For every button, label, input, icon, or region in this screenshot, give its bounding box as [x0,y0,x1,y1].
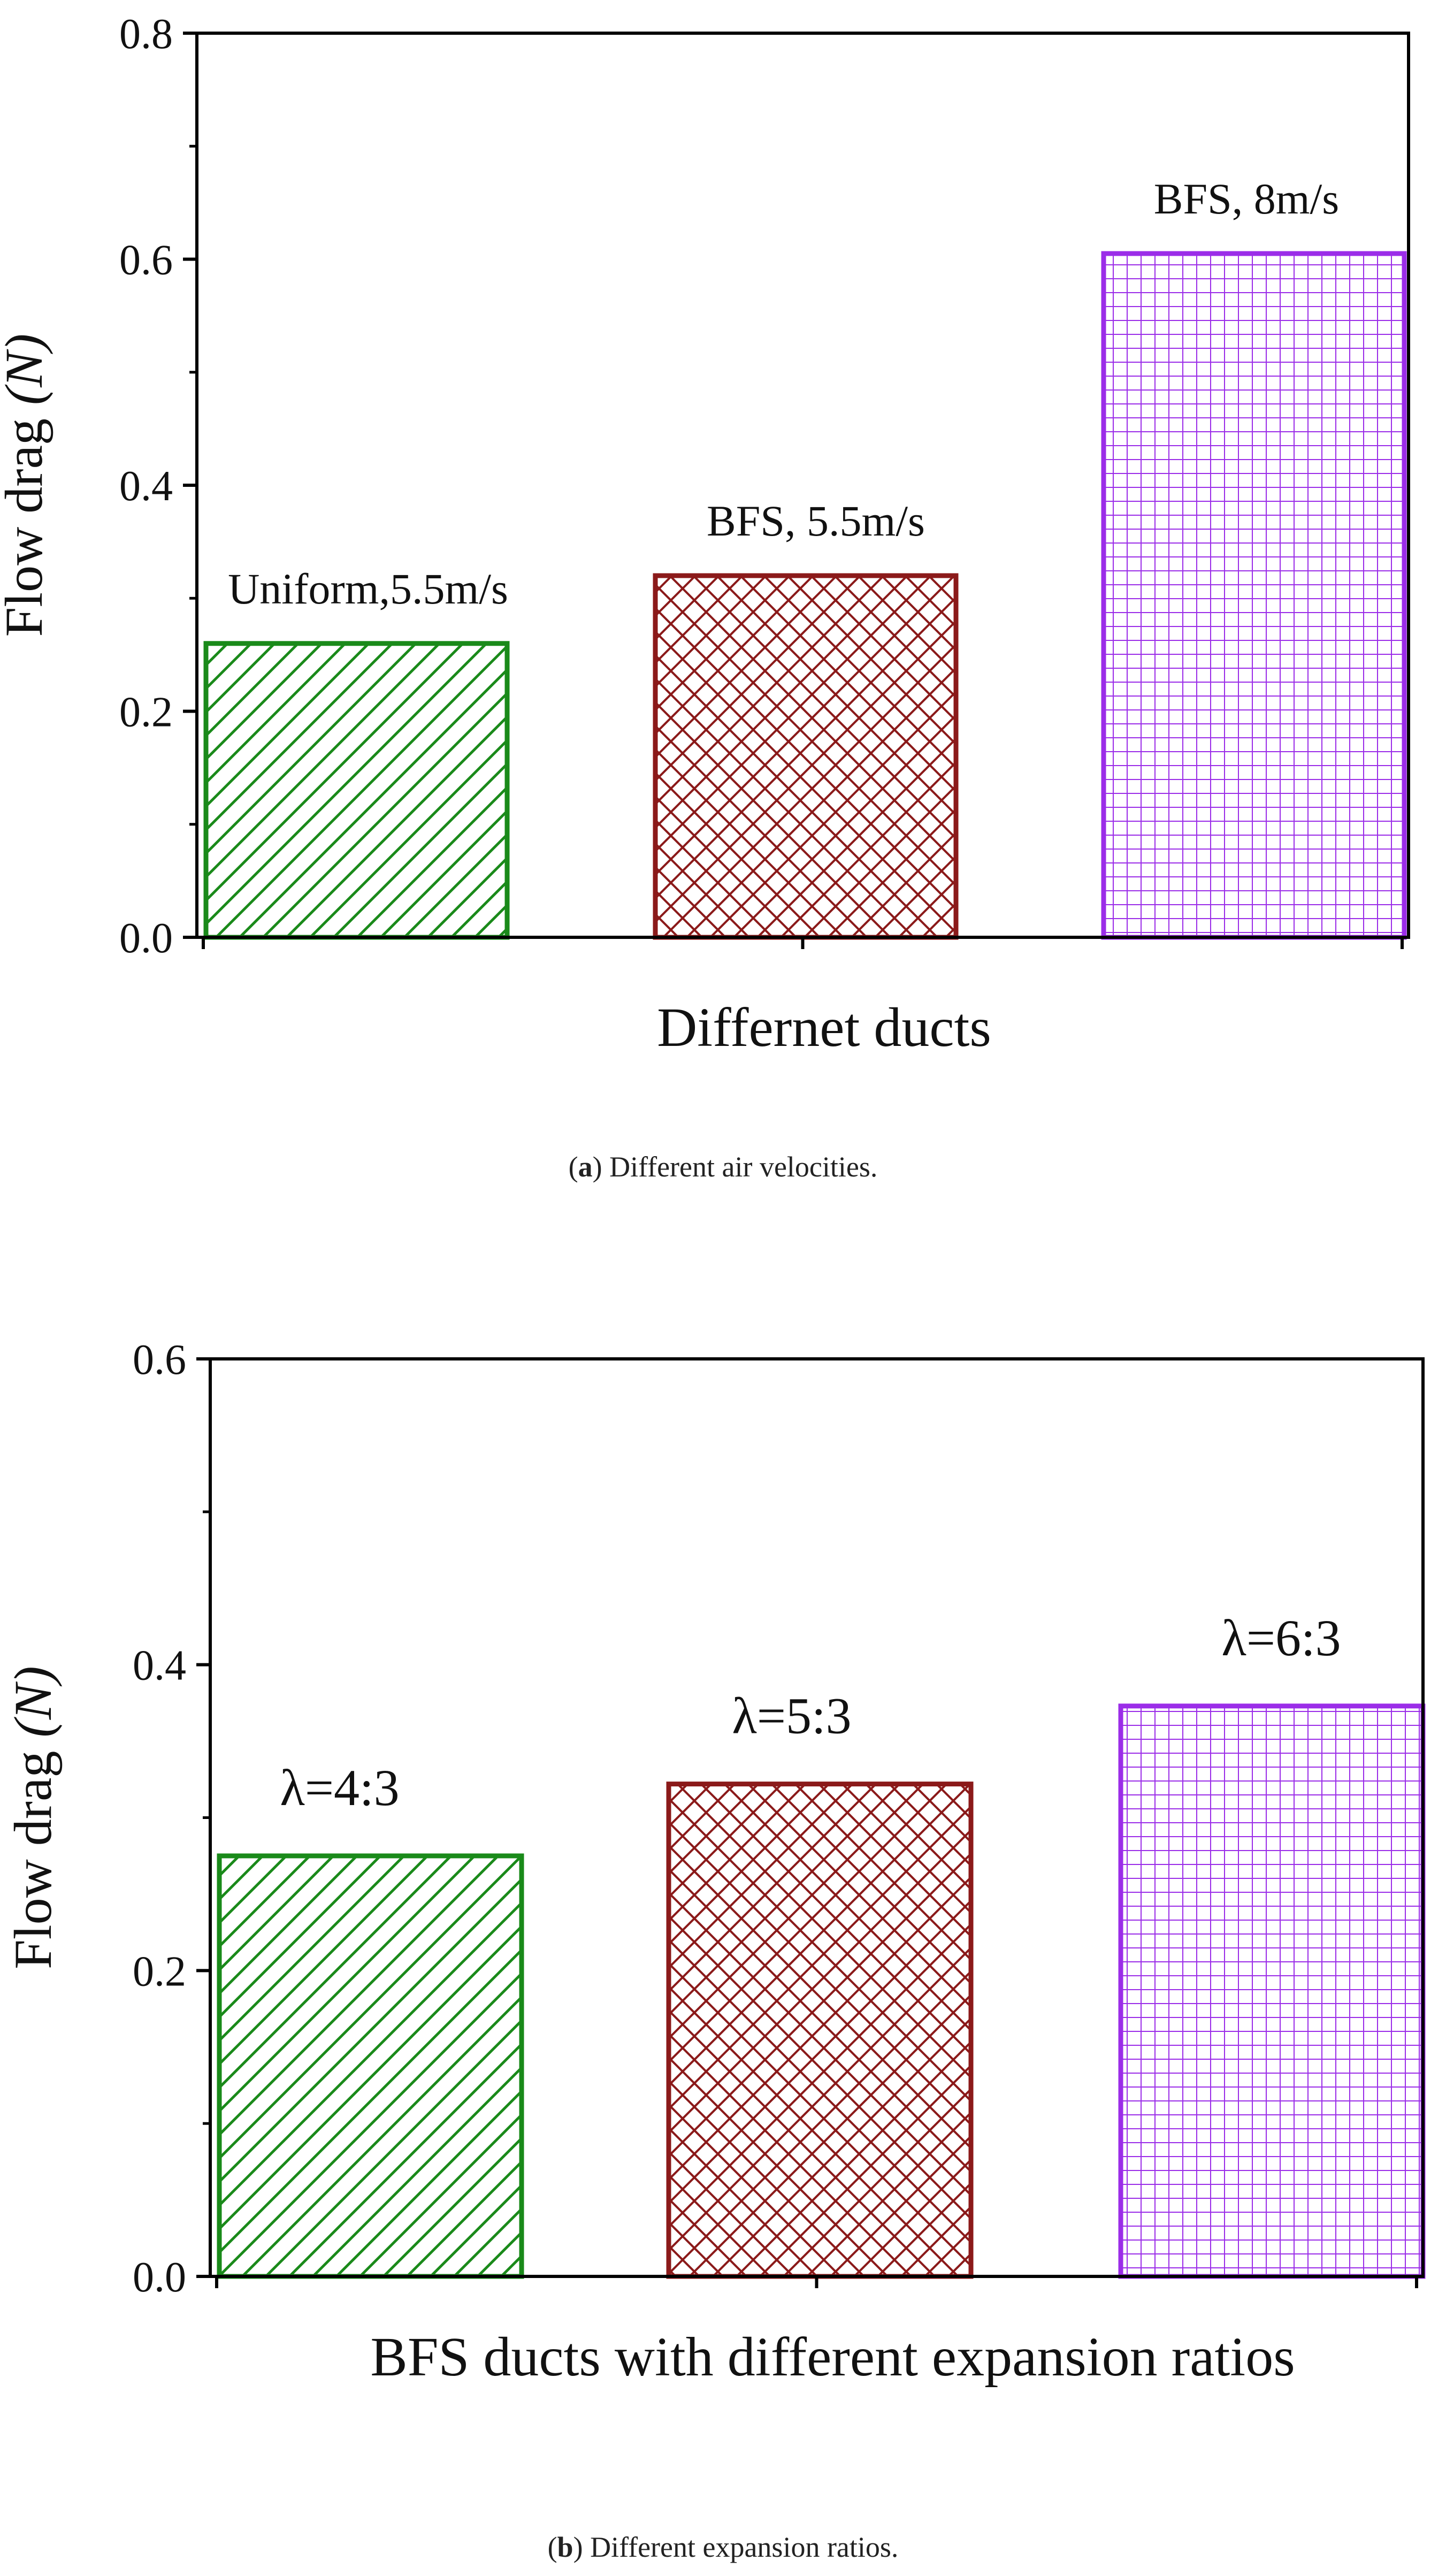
y-axis-label: Flow drag (N) [0,334,53,637]
x-axis-label: BFS ducts with different expansion ratio… [370,2326,1295,2388]
bar-label-2: BFS, 5.5m/s [707,496,925,545]
y-axis-label-unit: (N) [3,1666,63,1737]
bar-2 [653,573,959,940]
caption-a-text: Different air velocities. [602,1151,878,1183]
y-axis-label: Flow drag (N) [3,1666,63,1969]
bar-label-3: λ=6:3 [1221,1609,1341,1667]
caption-b-letter: b [557,2531,573,2563]
y-tick-label: 0.6 [119,237,173,284]
bar-3 [1101,251,1407,940]
bar-label-1: λ=4:3 [280,1759,399,1816]
x-axis-label: Differnet ducts [657,997,991,1058]
y-tick-label: 0.0 [119,915,173,962]
chart-a: Uniform,5.5m/s BFS, 5.5m/s BFS, 8m/s 0.0 0.2… [0,11,1410,1058]
caption-a-letter: a [578,1151,593,1183]
y-axis-label-text: Flow drag [0,405,53,637]
y-tick-label: 0.0 [133,2254,186,2301]
y-tick-label: 0.8 [119,11,173,58]
caption-b-text: Different expansion ratios. [583,2531,899,2563]
y-tick-label: 0.6 [133,1336,186,1383]
y-tick-label: 0.4 [119,463,173,510]
bar-3 [1118,1703,1426,2279]
bar-label-2: λ=5:3 [732,1687,851,1745]
bar-label-1: Uniform,5.5m/s [228,564,508,613]
y-axis-label-text: Flow drag [3,1738,63,1969]
bar-1 [203,641,510,940]
caption-a: (a) Different air velocities. [568,1151,878,1183]
caption-b: (b) Different expansion ratios. [547,2531,899,2563]
bar-label-3: BFS, 8m/s [1154,174,1339,223]
y-axis-label-unit: (N) [0,334,53,405]
y-tick-label: 0.2 [119,689,173,736]
y-tick-label: 0.4 [133,1642,186,1690]
chart-b: λ=4:3 λ=5:3 λ=6:3 0.0 0.2 0.4 0.6 BFS ducts wit… [3,1336,1426,2388]
bar-2 [666,1782,974,2279]
y-tick-label: 0.2 [133,1948,186,1995]
bar-1 [217,1853,524,2279]
